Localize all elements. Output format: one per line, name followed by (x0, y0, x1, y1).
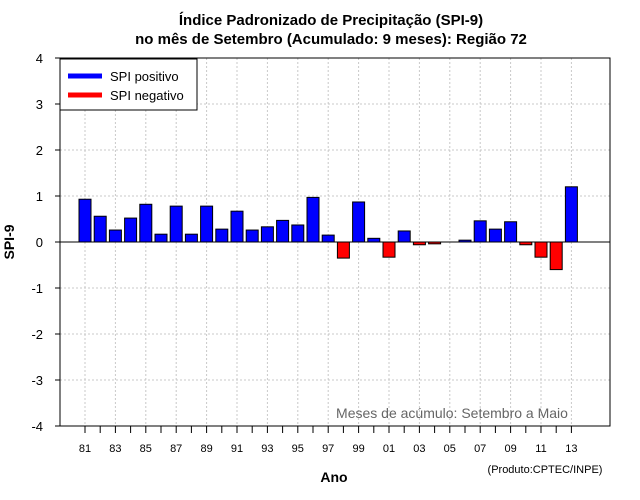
accumulation-note: Meses de acúmulo: Setembro a Maio (336, 405, 568, 421)
y-tick-label: -1 (31, 281, 43, 296)
x-tick-label: 99 (352, 443, 364, 455)
bar-04 (428, 241, 442, 245)
x-tick-label: 13 (565, 443, 577, 455)
bar-09 (504, 221, 518, 243)
x-tick-label: 05 (444, 443, 456, 455)
y-tick-label: 4 (36, 51, 43, 66)
bar-06 (458, 239, 472, 243)
bar-89 (200, 205, 214, 243)
y-tick-label: 3 (36, 97, 43, 112)
x-axis-ticks: 81 83 85 87 89 91 93 95 97 99 01 03 05 07 09 11 13 (79, 426, 578, 455)
x-tick-label: 81 (79, 443, 91, 455)
y-tick-label: -3 (31, 373, 43, 388)
y-tick-label: -4 (31, 419, 43, 434)
y-axis-label: SPI-9 (1, 224, 17, 259)
bar-03 (412, 241, 426, 246)
x-tick-label: 85 (140, 443, 152, 455)
bar-07 (473, 220, 487, 243)
legend-box (59, 58, 198, 111)
x-tick-label: 89 (200, 443, 212, 455)
y-tick-label: 2 (36, 143, 43, 158)
x-tick-label: 97 (322, 443, 334, 455)
bar-94 (276, 219, 290, 243)
bar-97 (321, 234, 335, 243)
bar-13 (564, 186, 578, 243)
bar-99 (352, 201, 366, 243)
x-tick-label: 07 (474, 443, 486, 455)
bar-86 (154, 233, 168, 243)
x-tick-label: 83 (109, 443, 121, 455)
x-tick-label: 91 (231, 443, 243, 455)
bars (78, 186, 578, 271)
bar-82 (93, 215, 107, 243)
bar-95 (291, 224, 305, 243)
bar-90 (215, 228, 229, 243)
x-tick-label: 87 (170, 443, 182, 455)
chart-title-line1: Índice Padronizado de Precipitação (SPI-… (179, 12, 483, 29)
chart-title-line2: no mês de Setembro (Acumulado: 9 meses):… (135, 31, 527, 48)
bar-10 (519, 241, 533, 246)
legend-negative-label: SPI negativo (110, 88, 184, 103)
bar-12 (549, 241, 563, 271)
x-tick-label: 11 (535, 443, 546, 455)
bar-91 (230, 210, 244, 243)
bar-88 (184, 233, 198, 243)
x-tick-label: 95 (292, 443, 304, 455)
x-tick-label: 01 (383, 443, 395, 455)
bar-96 (306, 196, 320, 243)
legend-positive-label: SPI positivo (110, 69, 179, 84)
bar-01 (382, 241, 396, 258)
bar-08 (488, 228, 502, 243)
bar-87 (169, 205, 183, 243)
y-tick-label: 1 (36, 189, 43, 204)
bar-81 (78, 198, 92, 243)
product-credit: (Produto:CPTEC/INPE) (488, 464, 603, 476)
bar-98 (336, 241, 350, 259)
legend: SPI positivo SPI negativo (59, 58, 198, 111)
bar-00 (367, 237, 381, 243)
bar-92 (245, 229, 259, 243)
bar-11 (534, 241, 548, 258)
bar-83 (108, 229, 122, 243)
y-axis-ticks: -4 -3 -2 -1 0 1 2 3 4 (31, 51, 60, 434)
y-tick-label: 0 (36, 235, 43, 250)
x-tick-label: 03 (413, 443, 425, 455)
x-axis-label: Ano (320, 469, 347, 485)
y-tick-label: -2 (31, 327, 43, 342)
bar-85 (139, 203, 153, 243)
bar-02 (397, 230, 411, 243)
bar-84 (124, 217, 138, 243)
bar-93 (260, 226, 274, 243)
x-tick-label: 09 (504, 443, 516, 455)
x-tick-label: 93 (261, 443, 273, 455)
